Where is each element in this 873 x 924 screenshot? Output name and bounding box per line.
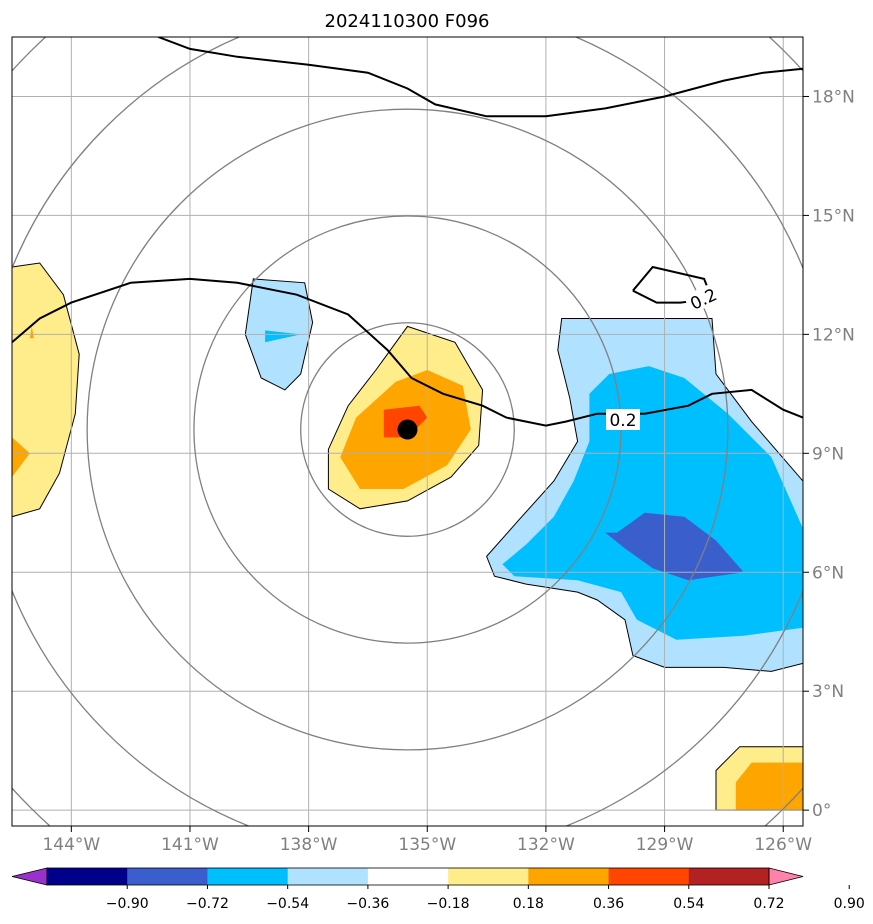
colorbar-label-2: −0.54 [266,896,309,912]
region-southeast-positive-core [735,762,803,811]
colorbar-label-0: −0.90 [106,896,149,912]
storm-center-marker [397,419,418,440]
colorbar-segment-3 [287,868,369,885]
x-tick-label-3: 135°W [398,835,456,855]
gridlines [12,37,803,826]
y-tick-label-1: 3°N [812,682,844,702]
range-ring-0 [300,322,515,537]
colorbar-extend-high [768,867,804,886]
axes-frame [11,36,804,827]
contour-label-bg-1 [606,409,640,430]
x-axis-ticks: 144°W 141°W 138°W 135°W 132°W 129°W 126°W [42,826,812,855]
colorbar-segment-8 [688,868,770,885]
colorbar-segment-5 [448,868,529,885]
region-upper-negative-core [265,330,301,343]
contour-label-bg-2 [683,281,723,315]
colorbar-segment-6 [528,868,610,885]
x-tick-label-1: 141°W [161,835,219,855]
region-west-positive-spot [29,326,34,339]
contour-upper-negative-outer [244,278,314,391]
y-tick-label-4: 12°N [812,325,855,345]
colorbar-segment-0 [47,868,128,885]
colorbar-label-5: 0.18 [513,896,544,912]
region-west-positive-outer [12,263,80,517]
colorbar-segment-4 [367,868,449,885]
y-tick-label-6: 18°N [812,87,855,107]
colorbar-segment-2 [207,868,289,885]
contour-label-1: 0.2 [609,411,636,431]
contour-center-positive-outer [327,325,484,510]
y-tick-label-5: 15°N [812,206,855,226]
colorbar-frame [46,867,770,886]
colorbar-label-7: 0.54 [673,896,704,912]
contour-west-positive-outer [12,262,80,518]
y-axis-ticks: 0° 3°N 6°N 9°N 12°N 15°N 18°N [803,87,855,821]
colorbar-label-9: 0.90 [834,896,865,912]
y-tick-label-2: 6°N [812,563,844,583]
x-tick-label-2: 138°W [280,835,338,855]
colorbar: −0.90 −0.72 −0.54 −0.36 −0.18 0.18 0.36 0.54 0.7… [11,867,865,912]
colorbar-label-4: −0.18 [427,896,470,912]
colorbar-label-1: −0.72 [186,896,229,912]
colorbar-label-8: 0.72 [753,896,784,912]
contour-east-negative-outer [486,318,803,672]
contour-line-0p2-1 [12,277,803,427]
x-tick-label-4: 132°W [517,835,575,855]
range-ring-2 [86,108,729,751]
colorbar-label-3: −0.36 [346,896,389,912]
chart-title: 2024110300 F096 [325,11,490,32]
x-tick-label-6: 126°W [754,835,812,855]
contour-line-0p2-0 [157,37,803,118]
x-tick-label-5: 129°W [636,835,694,855]
colorbar-label-6: 0.36 [593,896,624,912]
region-west-positive-core [12,437,30,478]
x-tick-label-0: 144°W [42,835,100,855]
y-tick-label-0: 0° [812,801,831,821]
y-tick-label-3: 9°N [812,444,844,464]
colorbar-segment-7 [608,868,690,885]
colorbar-segment-1 [127,868,208,885]
region-east-negative-core [605,512,744,581]
colorbar-extend-low [11,867,48,886]
